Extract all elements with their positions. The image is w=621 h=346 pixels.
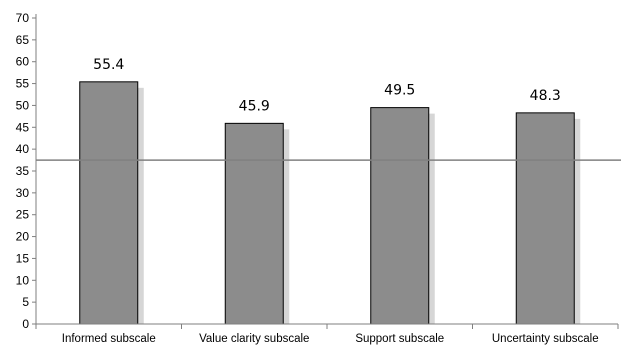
data-label: 55.4	[93, 57, 124, 73]
y-tick-label: 50	[16, 98, 30, 112]
x-category-label: Support subscale	[355, 333, 444, 345]
x-category-label: Value clarity subscale	[199, 333, 309, 345]
y-tick-label: 60	[16, 55, 30, 69]
data-label: 45.9	[239, 98, 270, 114]
bar-1	[79, 81, 139, 325]
y-tick-label: 30	[16, 186, 30, 200]
bar-4	[515, 112, 575, 325]
y-tick-label: 40	[16, 142, 30, 156]
x-category-label: Uncertainty subscale	[492, 333, 599, 345]
bar-2	[224, 122, 284, 325]
bars	[36, 81, 621, 325]
x-axis: Informed subscale Value clarity subscale S…	[35, 323, 619, 345]
y-axis: 0 5 10 15 20 25 30 35 40 45 50 55 60 65 70	[16, 11, 37, 331]
bar-3	[370, 107, 430, 325]
data-label: 49.5	[384, 83, 415, 99]
y-tick-label: 15	[16, 251, 30, 265]
y-tick-label: 20	[16, 230, 30, 244]
data-label: 48.3	[530, 88, 561, 104]
y-tick-label: 10	[16, 273, 30, 287]
y-tick-label: 55	[16, 77, 30, 91]
y-tick-label: 25	[16, 208, 30, 222]
y-tick-label: 45	[16, 120, 30, 134]
y-tick-label: 65	[16, 33, 30, 47]
y-tick-label: 70	[16, 11, 30, 25]
y-tick-label: 5	[22, 295, 29, 309]
data-labels: 55.4 45.9 49.5 48.3	[93, 57, 561, 115]
y-tick-label: 0	[22, 317, 29, 331]
x-category-label: Informed subscale	[62, 333, 156, 345]
y-tick-label: 35	[16, 164, 30, 178]
